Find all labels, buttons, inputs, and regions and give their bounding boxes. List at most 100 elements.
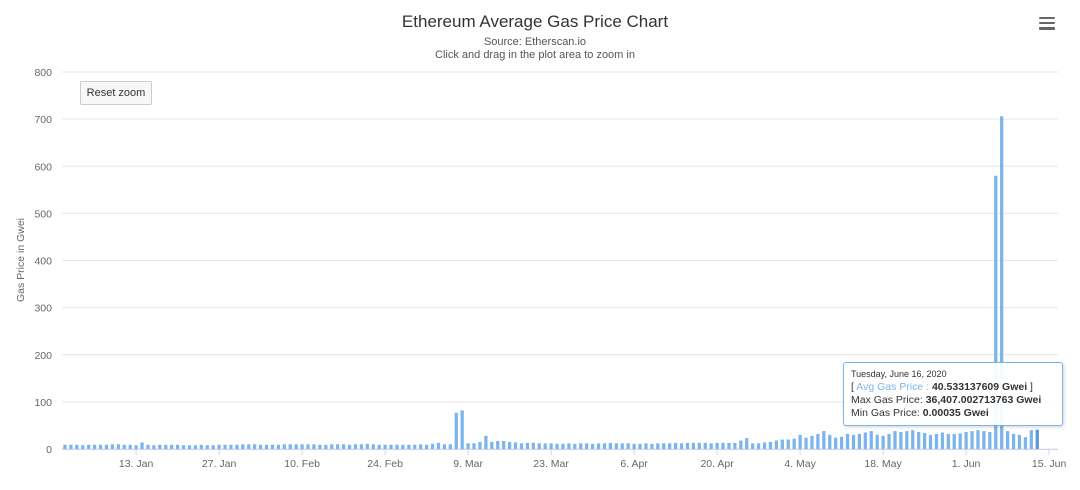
bar[interactable] — [98, 444, 103, 449]
bar[interactable] — [543, 443, 547, 449]
bar[interactable] — [484, 435, 488, 449]
bar[interactable] — [330, 444, 334, 449]
bar[interactable] — [525, 442, 530, 449]
bar[interactable] — [75, 444, 79, 449]
bar[interactable] — [276, 444, 281, 449]
bar[interactable] — [774, 440, 779, 449]
bar[interactable] — [407, 444, 411, 449]
bar[interactable] — [875, 434, 879, 449]
bar[interactable] — [810, 435, 814, 449]
bar[interactable] — [253, 444, 257, 449]
bar[interactable] — [620, 443, 624, 449]
bar[interactable] — [733, 442, 737, 449]
bar[interactable] — [116, 444, 120, 449]
bar[interactable] — [413, 444, 417, 449]
bar[interactable] — [976, 430, 980, 449]
bar[interactable] — [952, 433, 956, 449]
bar[interactable] — [697, 442, 701, 449]
bar-series[interactable] — [63, 116, 1039, 450]
bar[interactable] — [419, 444, 423, 449]
bar[interactable] — [377, 444, 381, 449]
bar[interactable] — [1005, 431, 1010, 449]
bar[interactable] — [1029, 430, 1033, 449]
bar[interactable] — [63, 444, 67, 449]
bar[interactable] — [104, 444, 109, 449]
reset-zoom-button[interactable]: Reset zoom — [80, 81, 152, 105]
bar[interactable] — [685, 442, 690, 449]
bar[interactable] — [626, 443, 630, 449]
bar[interactable] — [466, 443, 470, 449]
bar[interactable] — [679, 443, 684, 449]
bar[interactable] — [869, 431, 873, 449]
bar[interactable] — [353, 444, 358, 449]
bar[interactable] — [602, 443, 607, 449]
bar[interactable] — [229, 444, 233, 449]
bar[interactable] — [92, 444, 97, 449]
bar[interactable] — [644, 443, 648, 449]
bar[interactable] — [863, 432, 867, 449]
bar[interactable] — [81, 445, 85, 449]
bar[interactable] — [1017, 434, 1022, 449]
bar[interactable] — [389, 444, 393, 449]
bar[interactable] — [241, 444, 245, 449]
bar[interactable] — [519, 443, 524, 449]
bar[interactable] — [934, 433, 939, 449]
bar[interactable] — [507, 441, 512, 449]
bar[interactable] — [940, 432, 945, 449]
bar[interactable] — [134, 445, 138, 449]
bar[interactable] — [217, 444, 221, 449]
bar[interactable] — [668, 443, 672, 449]
bar[interactable] — [703, 442, 707, 449]
bar[interactable] — [175, 444, 180, 449]
bar[interactable] — [994, 175, 998, 450]
bar[interactable] — [460, 410, 464, 449]
bar[interactable] — [531, 442, 535, 449]
bar[interactable] — [911, 430, 915, 449]
bar[interactable] — [751, 443, 755, 449]
bar[interactable] — [264, 444, 269, 449]
bar[interactable] — [164, 444, 168, 449]
bar[interactable] — [282, 444, 286, 449]
bar[interactable] — [917, 432, 921, 449]
bar[interactable] — [881, 435, 885, 449]
bar[interactable] — [567, 443, 571, 449]
bar[interactable] — [122, 444, 126, 449]
bar[interactable] — [1000, 116, 1004, 450]
bar[interactable] — [170, 444, 174, 449]
bar[interactable] — [982, 431, 986, 449]
bar[interactable] — [561, 443, 565, 449]
bar[interactable] — [181, 445, 186, 449]
bar[interactable] — [513, 442, 518, 449]
bar[interactable] — [140, 442, 144, 449]
bar[interactable] — [235, 444, 239, 449]
bar[interactable] — [383, 444, 387, 449]
bar[interactable] — [478, 441, 482, 449]
bar[interactable] — [1011, 433, 1016, 449]
bar[interactable] — [472, 443, 476, 449]
bar[interactable] — [673, 442, 678, 449]
bar[interactable] — [110, 444, 115, 449]
bar[interactable] — [857, 433, 862, 449]
bar[interactable] — [632, 443, 636, 449]
bar[interactable] — [928, 434, 933, 449]
bar[interactable] — [614, 443, 618, 449]
bar[interactable] — [804, 437, 808, 449]
bar[interactable] — [899, 432, 903, 449]
bar[interactable] — [970, 431, 974, 449]
bar[interactable] — [964, 432, 968, 449]
bar[interactable] — [893, 431, 897, 449]
bar[interactable] — [324, 444, 328, 449]
bar[interactable] — [905, 431, 909, 449]
bar[interactable] — [442, 444, 447, 449]
bar[interactable] — [424, 444, 429, 449]
bar[interactable] — [205, 445, 209, 449]
bar[interactable] — [922, 432, 927, 449]
bar[interactable] — [454, 412, 458, 449]
bar[interactable] — [128, 444, 132, 449]
hamburger-menu-icon[interactable] — [1036, 14, 1058, 34]
bar[interactable] — [958, 433, 962, 449]
bar[interactable] — [336, 444, 340, 449]
bar[interactable] — [1035, 429, 1039, 449]
bar[interactable] — [401, 444, 405, 449]
bar[interactable] — [270, 444, 275, 449]
